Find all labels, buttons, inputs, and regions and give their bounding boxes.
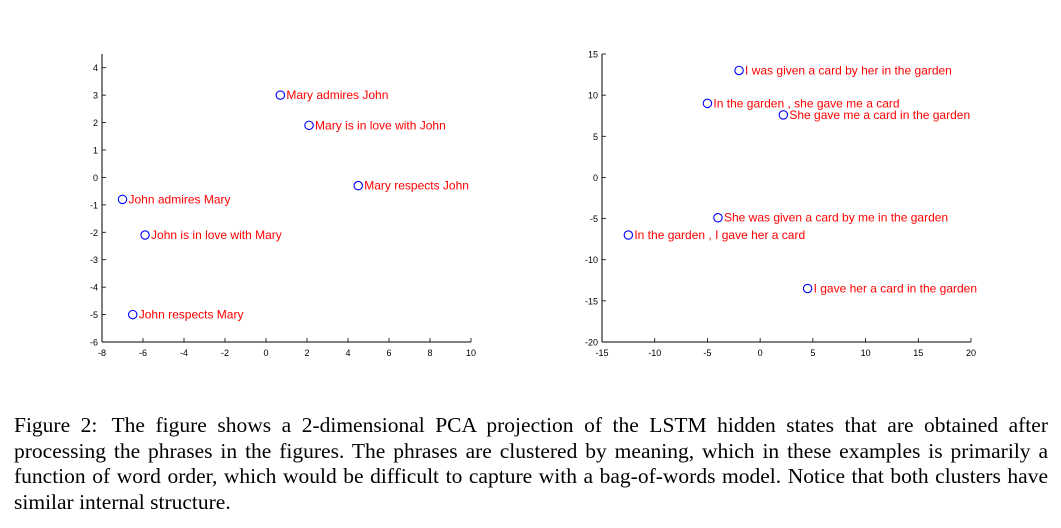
y-tick-label: -5 xyxy=(90,310,98,320)
scatter-point-marker xyxy=(802,283,813,294)
y-tick-label: 3 xyxy=(93,91,98,101)
scatter-point-label: I gave her a card in the garden xyxy=(814,282,977,296)
y-tick-label: 2 xyxy=(93,118,98,128)
x-tick-label: 8 xyxy=(427,348,432,358)
x-tick-label: -10 xyxy=(648,348,661,358)
scatter-point-label: Mary respects John xyxy=(364,179,469,193)
scatter-point-label: Mary is in love with John xyxy=(315,118,446,132)
scatter-point-marker xyxy=(623,230,634,240)
scatter-point-marker xyxy=(140,230,150,240)
caption-text: The figure shows a 2-dimensional PCA pro… xyxy=(14,413,1048,514)
scatter-point-marker xyxy=(734,65,744,76)
scatter-point-marker xyxy=(117,194,128,205)
scatter-point-marker xyxy=(713,212,723,223)
scatter-point-label: She gave me a card in the garden xyxy=(789,108,970,122)
x-tick-label: 15 xyxy=(913,348,923,358)
y-tick-label: -5 xyxy=(590,214,598,224)
scatter-point-label: She was given a card by me in the garden xyxy=(724,211,948,225)
y-tick-label: 10 xyxy=(588,91,598,101)
y-tick-label: 5 xyxy=(593,132,598,142)
x-tick-label: 6 xyxy=(386,348,391,358)
scatter-point-label: John is in love with Mary xyxy=(151,228,282,242)
x-tick-label: 2 xyxy=(304,348,309,358)
y-tick-label: -3 xyxy=(90,255,98,265)
figure-caption: Figure 2: The figure shows a 2-dimension… xyxy=(14,413,1048,515)
scatter-point-label: I was given a card by her in the garden xyxy=(745,63,952,77)
x-tick-label: -6 xyxy=(139,348,147,358)
scatter-point-label: In the garden , I gave her a card xyxy=(634,228,805,242)
x-tick-label: 4 xyxy=(345,348,350,358)
x-tick-label: 0 xyxy=(758,348,763,358)
y-tick-label: 1 xyxy=(93,146,98,156)
x-tick-label: 10 xyxy=(861,348,871,358)
y-tick-label: -2 xyxy=(90,228,98,238)
scatter-point-marker xyxy=(778,110,789,120)
x-tick-label: -8 xyxy=(98,348,106,358)
scatter-point-marker xyxy=(304,120,314,131)
y-tick-label: 0 xyxy=(593,173,598,183)
x-tick-label: 20 xyxy=(966,348,976,358)
x-tick-label: 0 xyxy=(263,348,268,358)
scatter-point-label: John admires Mary xyxy=(129,192,231,206)
caption-label: Figure 2: xyxy=(14,413,98,437)
x-tick-label: -4 xyxy=(180,348,188,358)
y-tick-label: -1 xyxy=(90,200,98,210)
y-tick-label: 4 xyxy=(93,63,98,73)
x-tick-label: -5 xyxy=(703,348,711,358)
y-tick-label: 0 xyxy=(93,173,98,183)
x-tick-label: -2 xyxy=(221,348,229,358)
y-tick-label: -6 xyxy=(90,338,98,348)
scatter-point-label: In the garden , she gave me a card xyxy=(713,96,899,110)
y-tick-label: 15 xyxy=(588,50,598,60)
y-tick-label: -10 xyxy=(585,255,598,265)
x-tick-label: 5 xyxy=(810,348,815,358)
x-tick-label: -15 xyxy=(595,348,608,358)
scatter-point-label: John respects Mary xyxy=(139,308,244,322)
scatter-point-marker xyxy=(702,98,713,109)
scatter-point-marker xyxy=(353,180,363,191)
y-tick-label: -15 xyxy=(585,296,598,306)
y-tick-label: -4 xyxy=(90,283,98,293)
scatter-point-marker xyxy=(128,309,138,320)
y-tick-label: -20 xyxy=(585,338,598,348)
scatter-point-label: Mary admires John xyxy=(286,88,388,102)
scatter-point-marker xyxy=(275,90,286,100)
x-tick-label: 10 xyxy=(466,348,476,358)
